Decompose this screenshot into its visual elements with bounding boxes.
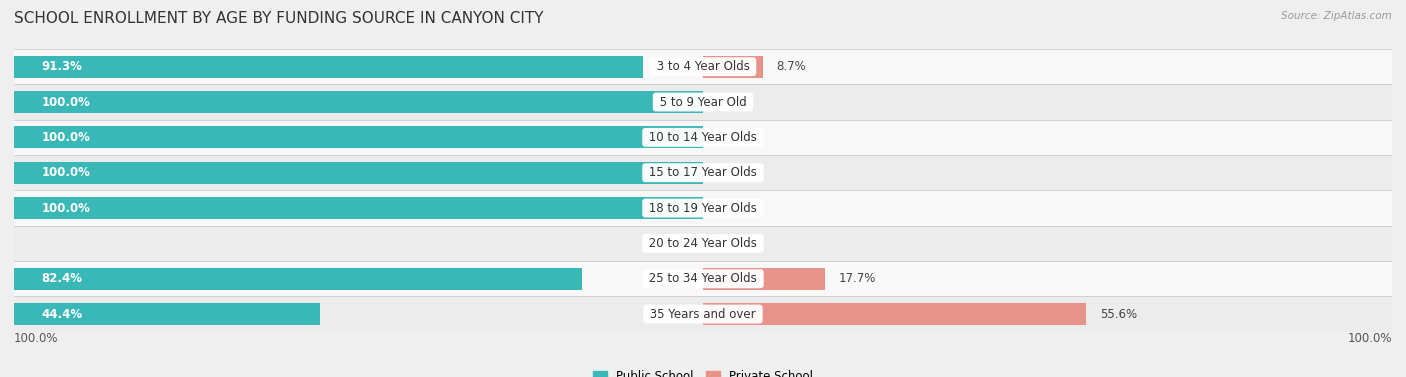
Bar [14, 155, 1392, 190]
Text: 3 to 4 Year Olds: 3 to 4 Year Olds [652, 60, 754, 73]
Text: 20 to 24 Year Olds: 20 to 24 Year Olds [645, 237, 761, 250]
Text: 25 to 34 Year Olds: 25 to 34 Year Olds [645, 272, 761, 285]
Text: 35 Years and over: 35 Years and over [647, 308, 759, 320]
Text: 17.7%: 17.7% [839, 272, 876, 285]
Bar [14, 197, 703, 219]
Text: 0.0%: 0.0% [717, 166, 747, 179]
Text: 18 to 19 Year Olds: 18 to 19 Year Olds [645, 202, 761, 215]
Text: 100.0%: 100.0% [42, 202, 90, 215]
Text: 0.0%: 0.0% [717, 95, 747, 109]
Text: 100.0%: 100.0% [14, 333, 59, 345]
Text: 100.0%: 100.0% [42, 131, 90, 144]
Text: 91.3%: 91.3% [42, 60, 83, 73]
Text: 100.0%: 100.0% [1347, 333, 1392, 345]
Bar [14, 162, 703, 184]
Bar [703, 303, 1085, 325]
Bar [14, 91, 703, 113]
Text: 44.4%: 44.4% [42, 308, 83, 320]
Bar [14, 120, 1392, 155]
Text: 100.0%: 100.0% [42, 95, 90, 109]
Text: SCHOOL ENROLLMENT BY AGE BY FUNDING SOURCE IN CANYON CITY: SCHOOL ENROLLMENT BY AGE BY FUNDING SOUR… [14, 11, 544, 26]
Text: 0.0%: 0.0% [717, 237, 747, 250]
Bar [703, 268, 825, 290]
Text: 82.4%: 82.4% [42, 272, 83, 285]
Bar [14, 49, 1392, 84]
Bar [703, 56, 763, 78]
Text: 8.7%: 8.7% [776, 60, 807, 73]
Legend: Public School, Private School: Public School, Private School [588, 366, 818, 377]
Text: 55.6%: 55.6% [1099, 308, 1137, 320]
Text: 5 to 9 Year Old: 5 to 9 Year Old [655, 95, 751, 109]
Text: 0.0%: 0.0% [717, 131, 747, 144]
Bar [14, 226, 1392, 261]
Text: 0.0%: 0.0% [717, 202, 747, 215]
Bar [14, 296, 1392, 332]
Bar [14, 56, 643, 78]
Bar [14, 126, 703, 148]
Bar [14, 261, 1392, 296]
Text: 15 to 17 Year Olds: 15 to 17 Year Olds [645, 166, 761, 179]
Bar [14, 268, 582, 290]
Text: 100.0%: 100.0% [42, 166, 90, 179]
Bar [14, 303, 321, 325]
Bar [14, 190, 1392, 226]
Text: Source: ZipAtlas.com: Source: ZipAtlas.com [1281, 11, 1392, 21]
Text: 10 to 14 Year Olds: 10 to 14 Year Olds [645, 131, 761, 144]
Bar [14, 84, 1392, 120]
